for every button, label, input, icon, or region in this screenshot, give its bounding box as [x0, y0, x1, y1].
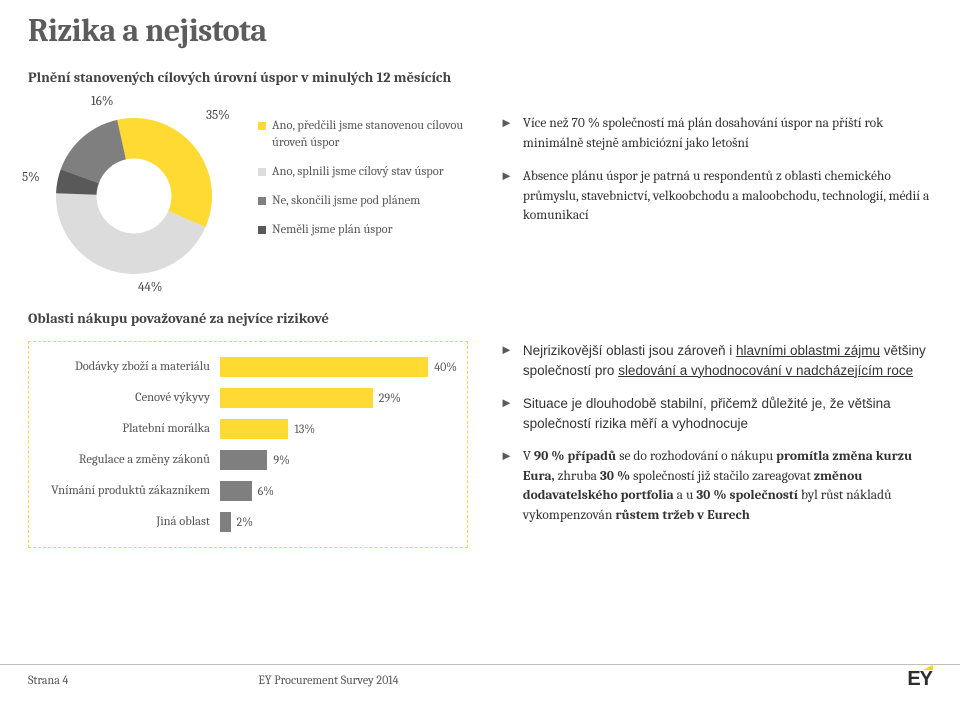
b3-p4: společností již stačilo zareagovat: [630, 469, 814, 484]
donut-slice-label: 44%: [138, 280, 162, 295]
legend-swatch: [258, 226, 266, 234]
legend-item: Neměli jsme plán úspor: [258, 222, 488, 239]
bullet-item: ► Více než 70 % společností má plán dosah…: [500, 114, 932, 153]
upper-bullets: ► Více než 70 % společností má plán dosah…: [488, 96, 932, 296]
subtitle-bars: Oblasti nákupu považované za nejvíce riz…: [28, 310, 932, 327]
donut-slice: [117, 118, 212, 227]
hbar-value: 13%: [294, 422, 315, 436]
hbar-value: 2%: [237, 515, 253, 529]
legend-text: Ne, skončili jsme pod plánem: [272, 193, 420, 210]
hbar-label: Cenové výkyvy: [35, 391, 220, 405]
hbar-row: Jiná oblast 2%: [35, 510, 457, 534]
bullet-text: Více než 70 % společností má plán dosaho…: [523, 114, 932, 153]
hbar-label: Platební morálka: [35, 422, 220, 436]
b1-hl: hlavními oblastmi zájmu: [736, 343, 880, 358]
hbar-row: Dodávky zboží a materiálu 40%: [35, 355, 457, 379]
donut-slice-label: 35%: [206, 108, 230, 123]
b3-p6b: růstem tržeb v Eurech: [615, 508, 749, 523]
b1-pre: Nejrizikovější oblasti jsou zároveň i: [523, 343, 736, 358]
bullet-item: ►Absence plánu úspor je patrná u respond…: [500, 167, 932, 226]
legend-text: Ano, splnili jsme cílový stav úspor: [272, 164, 444, 181]
b1-u: sledování a vyhodnocování v nadcházející…: [618, 363, 913, 378]
b3-p1b: 90 % případů: [534, 449, 616, 464]
hbar-label: Regulace a změny zákonů: [35, 453, 220, 467]
hbar-value: 9%: [273, 453, 289, 467]
legend-swatch: [258, 122, 266, 130]
hbar-value: 40%: [434, 360, 457, 374]
hbar-bar: [220, 419, 288, 439]
footer-page: Strana 4: [28, 673, 68, 687]
footer: Strana 4 EY Procurement Survey 2014 EY: [0, 664, 960, 694]
hbar-value: 6%: [258, 484, 274, 498]
hbar-label: Vnímání produktů zákazníkem: [35, 484, 220, 498]
ey-logo: EY: [907, 668, 932, 691]
bullet-icon: ►: [500, 167, 513, 226]
bullet-icon: ►: [500, 114, 513, 153]
hbar-label: Dodávky zboží a materiálu: [35, 360, 220, 374]
hbar-row: Cenové výkyvy 29%: [35, 386, 457, 410]
hbar-bar: [220, 481, 252, 501]
hbar-label: Jiná oblast: [35, 515, 220, 529]
legend-text: Ano, předčili jsme stanovenou cílovou úr…: [272, 118, 488, 152]
bullet-icon: ►: [500, 394, 513, 433]
page-title: Rizika a nejistota: [28, 12, 932, 49]
b3-p5: a u: [674, 488, 697, 503]
b3-p2: se do rozhodování o nákupu: [616, 449, 776, 464]
legend-item: Ano, splnili jsme cílový stav úspor: [258, 164, 488, 181]
bullet-icon: ►: [500, 341, 513, 380]
legend-item: Ne, skončili jsme pod plánem: [258, 193, 488, 210]
lower-bullets: ► Nejrizikovější oblasti jsou zároveň i …: [488, 341, 932, 548]
hbar-value: 29%: [379, 391, 401, 405]
hbar-chart: Dodávky zboží a materiálu 40% Cenové výkyv…: [28, 341, 468, 548]
hbar-bar: [220, 357, 428, 377]
footer-center: EY Procurement Survey 2014: [258, 673, 398, 687]
bullet-text: Absence plánu úspor je patrná u responde…: [523, 167, 932, 226]
b3-pre: V: [523, 449, 534, 464]
hbar-bar: [220, 388, 373, 408]
hbar-row: Regulace a změny zákonů 9%: [35, 448, 457, 472]
bullet-icon: ►: [500, 447, 513, 525]
b3-p3: zhruba: [555, 469, 600, 484]
hbar-bar: [220, 450, 267, 470]
legend-swatch: [258, 168, 266, 176]
donut-legend: Ano, předčili jsme stanovenou cílovou úr…: [258, 96, 488, 296]
hbar-row: Vnímání produktů zákazníkem 6%: [35, 479, 457, 503]
donut-chart: 16%35%44%5%: [28, 96, 258, 296]
legend-swatch: [258, 197, 266, 205]
subtitle-donut: Plnění stanovených cílových úrovní úspor…: [28, 69, 932, 86]
hbar-row: Platební morálka 13%: [35, 417, 457, 441]
hbar-bar: [220, 512, 231, 532]
b3-p3b: 30 %: [600, 469, 630, 484]
legend-item: Ano, předčili jsme stanovenou cílovou úr…: [258, 118, 488, 152]
legend-text: Neměli jsme plán úspor: [272, 222, 393, 239]
b3-p5b: 30 % společností: [696, 488, 798, 503]
donut-slice-label: 5%: [22, 170, 40, 185]
donut-slice-label: 16%: [91, 94, 113, 109]
b2: Situace je dlouhodobě stabilní, přičemž …: [523, 394, 932, 433]
